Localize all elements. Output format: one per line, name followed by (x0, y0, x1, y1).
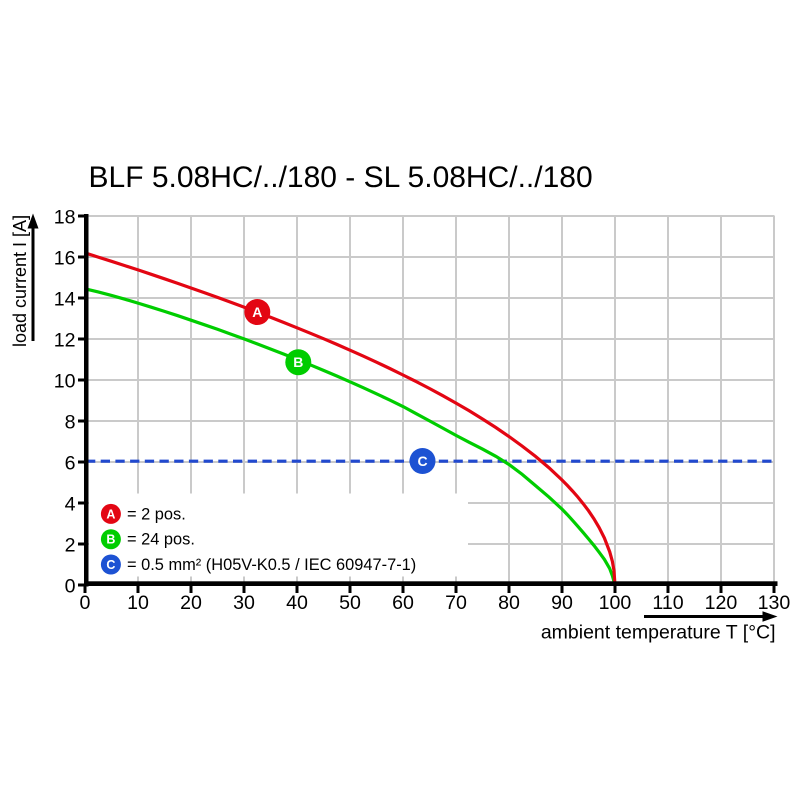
svg-text:8: 8 (65, 411, 76, 433)
svg-text:10: 10 (54, 370, 76, 392)
svg-text:B: B (106, 533, 115, 547)
svg-text:110: 110 (652, 592, 683, 614)
svg-text:16: 16 (54, 247, 76, 269)
svg-text:100: 100 (599, 592, 632, 614)
svg-text:40: 40 (286, 592, 308, 614)
svg-text:80: 80 (498, 592, 520, 614)
svg-text:4: 4 (65, 493, 76, 515)
svg-text:6: 6 (65, 452, 76, 474)
svg-text:12: 12 (54, 329, 76, 351)
svg-text:= 2 pos.: = 2 pos. (127, 505, 186, 523)
svg-text:0: 0 (65, 575, 76, 597)
svg-text:14: 14 (54, 288, 76, 310)
svg-text:120: 120 (705, 592, 738, 614)
svg-text:A: A (106, 507, 115, 521)
svg-text:C: C (417, 453, 427, 469)
svg-text:60: 60 (392, 592, 414, 614)
svg-text:C: C (106, 558, 115, 572)
svg-text:load current I [A]: load current I [A] (10, 215, 30, 347)
svg-text:A: A (252, 304, 262, 320)
svg-text:90: 90 (551, 592, 573, 614)
svg-text:ambient temperature T [°C]: ambient temperature T [°C] (541, 622, 776, 644)
svg-text:10: 10 (127, 592, 149, 614)
svg-text:2: 2 (65, 534, 76, 556)
svg-text:30: 30 (233, 592, 255, 614)
svg-text:= 0.5 mm² (H05V-K0.5 / IEC 609: = 0.5 mm² (H05V-K0.5 / IEC 60947-7-1) (127, 556, 416, 574)
svg-text:130: 130 (758, 592, 791, 614)
svg-text:0: 0 (80, 592, 91, 614)
svg-text:= 24 pos.: = 24 pos. (127, 531, 195, 549)
svg-text:20: 20 (180, 592, 202, 614)
svg-text:50: 50 (339, 592, 361, 614)
svg-text:BLF 5.08HC/../180 - SL 5.08HC/: BLF 5.08HC/../180 - SL 5.08HC/../180 (89, 161, 593, 194)
svg-text:70: 70 (445, 592, 467, 614)
svg-text:18: 18 (54, 206, 76, 228)
svg-text:B: B (293, 354, 303, 370)
